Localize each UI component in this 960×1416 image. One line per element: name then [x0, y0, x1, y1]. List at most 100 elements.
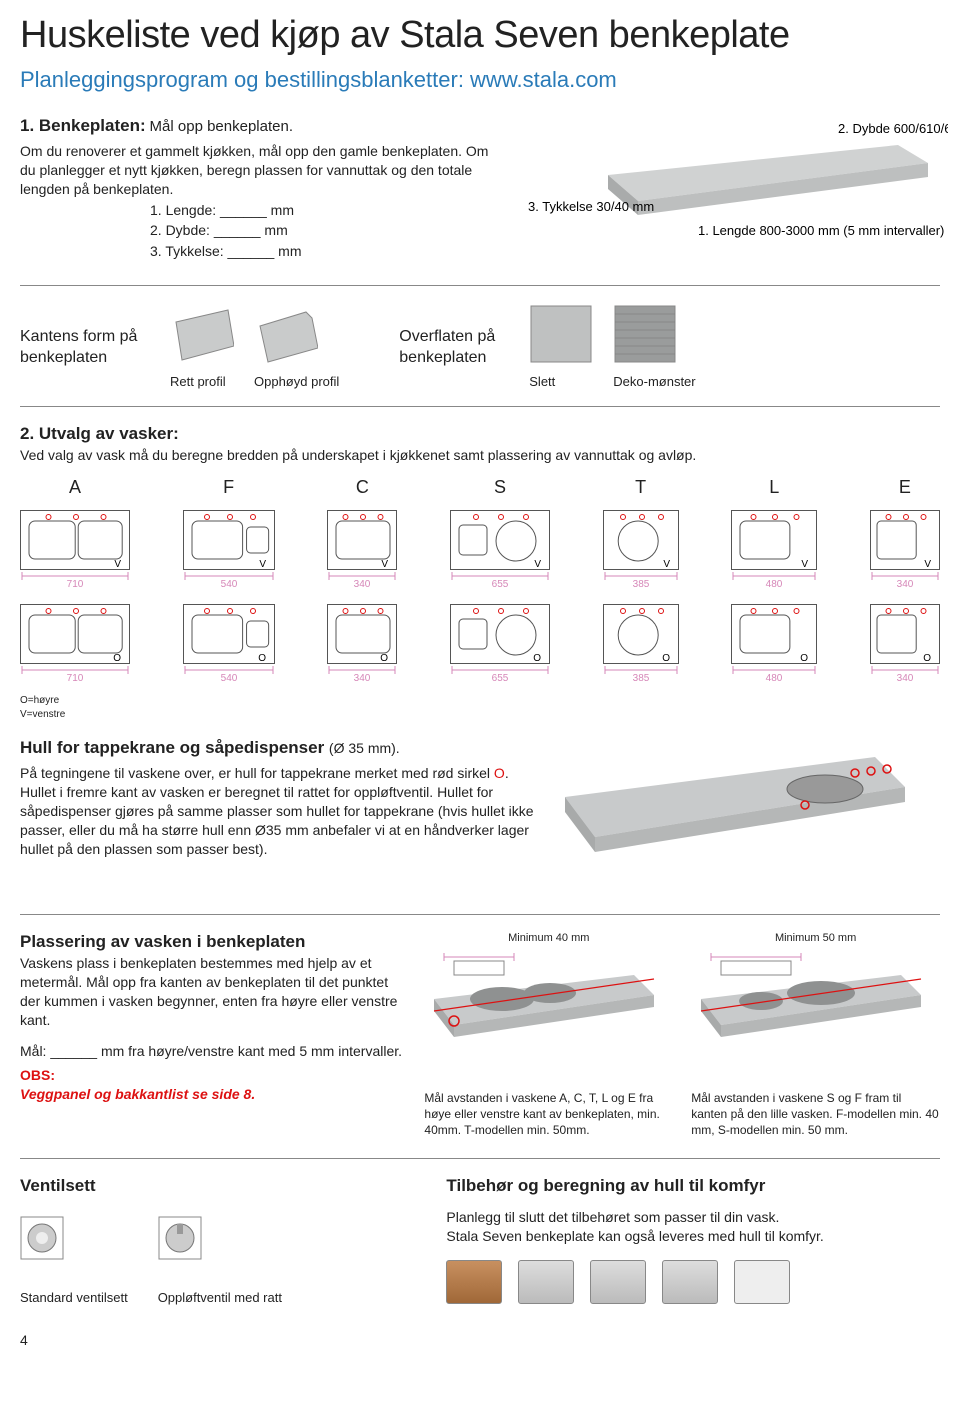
- ventil-title: Ventilsett: [20, 1175, 406, 1198]
- page-number: 4: [20, 1331, 940, 1350]
- hull-red-o: O: [494, 765, 505, 781]
- kantens-form-label: Kantens form på benkeplaten: [20, 326, 150, 369]
- svg-text:2. Dybde 600/610/620 mm: 2. Dybde 600/610/620 mm: [838, 121, 948, 136]
- acc-3: [590, 1260, 646, 1304]
- sink-letter-F: F: [183, 475, 275, 499]
- sink-bot-T: O385: [603, 604, 679, 688]
- acc-1: [446, 1260, 502, 1304]
- svg-text:V: V: [802, 559, 809, 570]
- hull-render: [555, 737, 915, 887]
- caption-rett: Rett profil: [170, 373, 234, 391]
- caption-std-ventil: Standard ventilsett: [20, 1289, 128, 1307]
- sink-top-E: V340: [870, 510, 940, 594]
- hull-title-a: Hull for tappekrane og såpedispenser: [20, 738, 329, 757]
- svg-text:V: V: [382, 559, 389, 570]
- svg-text:340: 340: [354, 579, 371, 588]
- svg-text:385: 385: [632, 579, 649, 588]
- svg-text:540: 540: [220, 579, 237, 588]
- sink-top-T: V 385: [603, 510, 679, 594]
- field-lengde: 1. Lengde: ______ mm: [150, 201, 498, 220]
- slett-swatch: [529, 304, 593, 364]
- acc-4: [662, 1260, 718, 1304]
- sink-bot-C: O 340: [327, 604, 397, 688]
- svg-text:710: 710: [67, 579, 84, 588]
- svg-text:340: 340: [354, 673, 371, 682]
- opp-ventil-icon: [158, 1216, 202, 1260]
- min40-label: Minimum 40 mm: [424, 931, 673, 946]
- min50-label: Minimum 50 mm: [691, 931, 940, 946]
- sink-letter-A: A: [20, 475, 130, 499]
- svg-text:V: V: [114, 559, 121, 570]
- field-tykkelse: 3. Tykkelse: ______ mm: [150, 242, 498, 261]
- svg-text:340: 340: [897, 673, 914, 682]
- sinks-title: 2. Utvalg av vasker:: [20, 424, 179, 443]
- tilbehor-line2: Stala Seven benkeplate kan også leveres …: [446, 1227, 940, 1246]
- std-ventil-icon: [20, 1216, 64, 1260]
- svg-text:O: O: [801, 653, 809, 664]
- section-hull: Hull for tappekrane og såpedispenser (Ø …: [20, 737, 940, 915]
- place-body: Vaskens plass i benkeplaten bestemmes me…: [20, 954, 406, 1030]
- section-kantens-form: Kantens form på benkeplaten Rett profil …: [20, 304, 940, 407]
- tilbehor-title: Tilbehør og beregning av hull til komfyr: [446, 1175, 940, 1198]
- sinks-subtitle: Ved valg av vask må du beregne bredden p…: [20, 446, 940, 465]
- svg-text:O: O: [533, 653, 541, 664]
- sink-bot-S: O 655: [450, 604, 550, 688]
- caption-opp: Opphøyd profil: [254, 373, 339, 391]
- page-title: Huskeliste ved kjøp av Stala Seven benke…: [20, 10, 940, 61]
- svg-text:3. Tykkelse 30/40 mm: 3. Tykkelse 30/40 mm: [528, 199, 654, 214]
- svg-text:480: 480: [766, 673, 783, 682]
- field-dybde: 2. Dybde: ______ mm: [150, 221, 498, 240]
- svg-text:O: O: [113, 653, 121, 664]
- sec1-body: Om du renoverer et gammelt kjøkken, mål …: [20, 142, 498, 199]
- sink-bot-F: O540: [183, 604, 275, 688]
- svg-text:O: O: [923, 653, 931, 664]
- sink-letter-L: L: [731, 475, 817, 499]
- place-render-2: [691, 949, 931, 1079]
- sink-legend: O=høyre V=venstre: [20, 694, 940, 721]
- deko-swatch: [613, 304, 677, 364]
- section-utvalg-vasker: 2. Utvalg av vasker: Ved valg av vask må…: [20, 423, 940, 721]
- place-title: Plassering av vasken i benkeplaten: [20, 931, 406, 954]
- sink-bot-A: O 710: [20, 604, 130, 688]
- svg-text:1. Lengde 800-3000 mm (5 mm in: 1. Lengde 800-3000 mm (5 mm intervaller): [698, 223, 944, 238]
- svg-text:655: 655: [492, 673, 509, 682]
- overflaten-label: Overflaten på benkeplaten: [399, 326, 509, 369]
- svg-text:O: O: [381, 653, 389, 664]
- sink-letter-C: C: [327, 475, 397, 499]
- section-benkeplaten: 1. Benkeplaten: Mål opp benkeplaten. Om …: [20, 115, 940, 286]
- sink-top-S: V 655: [450, 510, 550, 594]
- sink-letter-S: S: [450, 475, 550, 499]
- place-mal: Mål: ______ mm fra høyre/venstre kant me…: [20, 1042, 406, 1061]
- section-plassering: Plassering av vasken i benkeplaten Vaske…: [20, 931, 940, 1159]
- hull-body-pre: På tegningene til vaskene over, er hull …: [20, 765, 494, 781]
- sink-top-F: V 540: [183, 510, 275, 594]
- plate-diagram: 3. Tykkelse 30/40 mm 2. Dybde 600/610/62…: [528, 115, 948, 265]
- sink-top-L: V480: [731, 510, 817, 594]
- svg-text:V: V: [534, 559, 541, 570]
- sink-top-A: V 710: [20, 510, 130, 594]
- subtitle: Planleggingsprogram og bestillingsblanke…: [20, 65, 940, 95]
- opphoyd-profil-swatch: [254, 304, 318, 364]
- acc-5: [734, 1260, 790, 1304]
- acc-2: [518, 1260, 574, 1304]
- sink-bot-L: O 480: [731, 604, 817, 688]
- svg-text:O: O: [662, 653, 670, 664]
- svg-text:O: O: [258, 653, 266, 664]
- caption-deko: Deko-mønster: [613, 373, 695, 391]
- sink-letter-E: E: [870, 475, 940, 499]
- svg-text:V: V: [259, 559, 266, 570]
- svg-text:V: V: [663, 559, 670, 570]
- caption-opp-ventil: Oppløftventil med ratt: [158, 1289, 282, 1307]
- sink-bot-E: O 340: [870, 604, 940, 688]
- svg-text:655: 655: [492, 579, 509, 588]
- place-cap2: Mål avstanden i vaskene S og F fram til …: [691, 1090, 940, 1139]
- place-obs2: Veggpanel og bakkantlist se side 8.: [20, 1085, 406, 1104]
- place-obs: OBS:: [20, 1067, 55, 1083]
- sec1-lead-bold: 1. Benkeplaten:: [20, 116, 146, 135]
- svg-text:V: V: [924, 559, 931, 570]
- rett-profil-swatch: [170, 304, 234, 364]
- hull-title-b: (Ø 35 mm).: [329, 740, 400, 756]
- sink-letter-T: T: [603, 475, 679, 499]
- sec1-lead-text: Mål opp benkeplaten.: [150, 118, 293, 135]
- svg-text:710: 710: [67, 673, 84, 682]
